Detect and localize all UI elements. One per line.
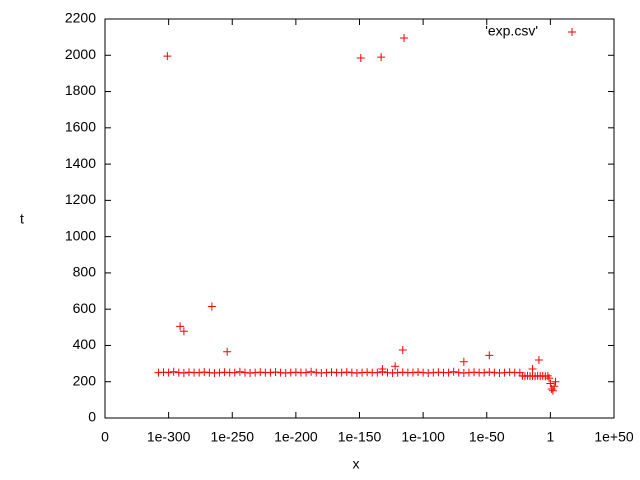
point: [164, 368, 173, 377]
x-tick-label: 0: [101, 429, 109, 445]
point: [545, 374, 554, 383]
x-tick-label: 1e-300: [147, 429, 191, 445]
point: [480, 368, 489, 377]
y-tick-label: 1800: [65, 82, 96, 98]
point: [169, 367, 178, 376]
point: [271, 368, 280, 377]
y-tick-label: 2200: [65, 10, 96, 26]
plot-frame: [104, 18, 615, 419]
x-tick-label: 1e+50: [594, 429, 634, 445]
point: [373, 368, 382, 377]
point: [414, 368, 423, 377]
x-tick-label: 1e-200: [274, 429, 318, 445]
y-tick-label: 1200: [65, 191, 96, 207]
y-tick-label: 400: [73, 336, 97, 352]
y-tick-label: 2000: [65, 46, 96, 62]
point: [485, 351, 494, 360]
point: [550, 382, 559, 391]
x-tick-label: 1: [546, 429, 554, 445]
point: [548, 386, 557, 395]
point: [230, 368, 239, 377]
point: [534, 355, 543, 364]
point: [307, 367, 316, 376]
y-tick-label: 600: [73, 300, 97, 316]
y-tick-label: 1400: [65, 155, 96, 171]
y-tick-label: 200: [73, 372, 97, 388]
point: [266, 368, 275, 377]
point: [551, 377, 560, 386]
point: [485, 368, 494, 377]
point: [200, 368, 209, 377]
point: [459, 357, 468, 366]
y-axis-label: t: [20, 211, 24, 227]
point: [337, 368, 346, 377]
point: [235, 367, 244, 376]
point: [408, 368, 417, 377]
point: [207, 302, 216, 311]
point: [449, 367, 458, 376]
point: [528, 365, 537, 374]
point: [176, 322, 185, 331]
x-tick-label: 1e-50: [469, 429, 505, 445]
point: [179, 327, 188, 336]
point: [391, 362, 400, 371]
point: [377, 53, 386, 62]
point: [378, 365, 387, 374]
point: [356, 53, 365, 62]
legend-swatch: [568, 28, 576, 36]
point: [398, 345, 407, 354]
point: [342, 368, 351, 377]
x-tick-label: 1e-250: [210, 429, 254, 445]
point: [444, 368, 453, 377]
point: [223, 347, 232, 356]
point: [179, 369, 188, 378]
point: [195, 368, 204, 377]
point: [302, 368, 311, 377]
y-tick-label: 0: [88, 409, 96, 425]
legend-label: 'exp.csv': [485, 23, 538, 39]
x-tick-label: 1e-100: [401, 429, 445, 445]
x-axis-label: x: [353, 456, 360, 472]
y-tick-label: 800: [73, 264, 97, 280]
y-tick-label: 1000: [65, 227, 96, 243]
x-tick-label: 1e-150: [338, 429, 382, 445]
point: [163, 52, 172, 61]
point: [400, 34, 409, 43]
y-tick-label: 1600: [65, 119, 96, 135]
